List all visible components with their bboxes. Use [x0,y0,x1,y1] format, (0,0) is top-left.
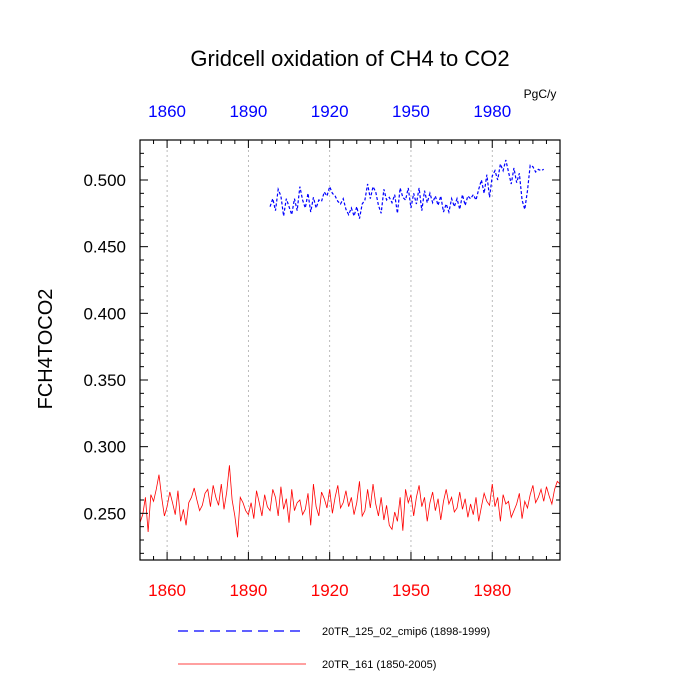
axis-ticks [140,140,561,560]
x-tick-label-bottom: 1920 [311,581,349,600]
series-line-2 [139,465,561,538]
x-tick-label-bottom: 1950 [392,581,430,600]
units-label: PgC/y [524,87,557,101]
x-tick-label-top: 1980 [473,102,511,121]
plot-series [139,159,561,538]
x-tick-label-bottom: 1980 [473,581,511,600]
legend-label-1: 20TR_125_02_cmip6 (1898-1999) [322,626,490,638]
y-tick-label: 0.300 [83,438,126,457]
y-axis-label: FCH4TOCO2 [35,289,57,410]
y-tick-label: 0.350 [83,371,126,390]
legend: 20TR_125_02_cmip6 (1898-1999) 20TR_161 (1… [178,626,490,671]
x-tick-label-top: 1950 [392,102,430,121]
x-tick-label-top: 1920 [311,102,349,121]
x-tick-label-bottom: 1890 [229,581,267,600]
x-tick-label-top: 1860 [148,102,186,121]
plot-frame [139,139,561,561]
series-line-1 [269,159,545,219]
x-tick-label-top: 1890 [229,102,267,121]
y-tick-label: 0.250 [83,504,126,523]
x-tick-label-bottom: 1860 [148,581,186,600]
y-tick-label: 0.500 [83,171,126,190]
tick-labels: 0.250 0.300 0.350 0.400 0.450 0.500 1860 1860 18… [83,102,511,600]
legend-label-2: 20TR_161 (1850-2005) [322,659,436,671]
grid-lines [166,140,493,560]
chart-title: Gridcell oxidation of CH4 to CO2 [190,46,509,71]
y-tick-label: 0.450 [83,238,126,257]
y-tick-label: 0.400 [83,304,126,323]
